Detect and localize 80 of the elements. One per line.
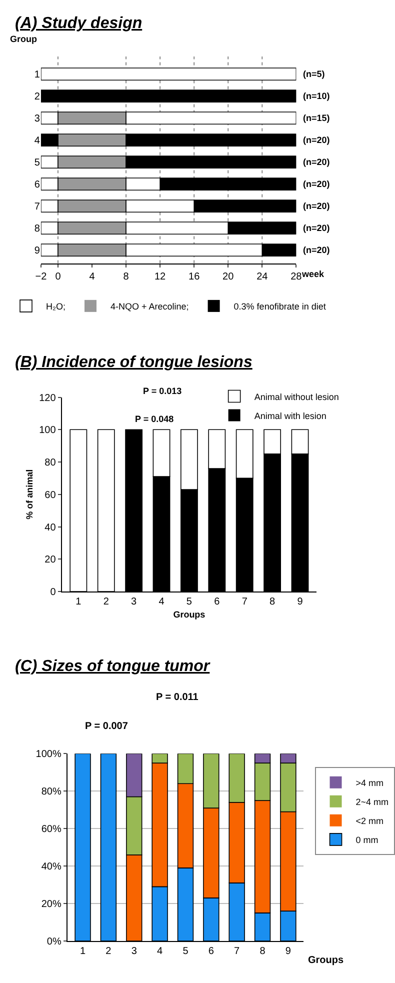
y-tick-label: 0% (46, 936, 62, 948)
y-tick-label: 20 (44, 554, 56, 566)
x-tick-label: 6 (208, 946, 214, 958)
y-tick-label: 2 (34, 92, 40, 103)
y-tick-label: 40 (44, 522, 56, 534)
legend-label: 4-NQO + Arecoline; (110, 301, 189, 312)
legend-label: >4 mm (356, 778, 384, 788)
x-tick-label: −2 (35, 271, 48, 282)
chart-title: (B) Incidence of tongue lesions (15, 354, 252, 371)
x-tick-label: 4 (157, 946, 164, 958)
text: (n=20) (303, 201, 330, 211)
x-tick-label: 7 (234, 946, 240, 958)
text: (n=15) (303, 113, 330, 123)
x-tick-label: 2 (103, 596, 110, 608)
text: P = 0.011 (156, 692, 199, 703)
x-axis-title: Groups (173, 609, 206, 620)
legend-label: 0.3% fenofibrate in diet (234, 301, 326, 312)
text: (n=20) (303, 223, 330, 233)
text: P = 0.013 (143, 386, 182, 396)
legend-label: 2~4 mm (356, 796, 389, 807)
x-axis-title: week (301, 269, 326, 279)
annotation: P = 0.048 (135, 414, 174, 424)
x-tick-label: 5 (186, 596, 192, 608)
text: (n=20) (303, 245, 330, 255)
y-axis-title: Group (10, 34, 38, 44)
x-tick-label: 28 (290, 271, 302, 282)
legend-label: Animal without lesion (254, 392, 339, 402)
y-tick-label: 120 (39, 392, 56, 404)
x-tick-label: 16 (188, 271, 200, 282)
y-tick-label: 4 (34, 136, 40, 147)
y-tick-label: 5 (34, 158, 40, 169)
x-tick-label: 20 (222, 271, 234, 282)
x-tick-label: 7 (242, 596, 248, 608)
legend-label: H₂O; (46, 301, 66, 312)
y-tick-label: 60 (44, 490, 56, 501)
y-tick-label: 0 (50, 586, 56, 598)
y-tick-label: 80 (44, 458, 56, 469)
y-tick-label: 100 (39, 425, 56, 436)
x-tick-label: 1 (80, 946, 86, 958)
text: (n=10) (303, 91, 330, 101)
text: (n=5) (303, 69, 325, 79)
chart-title: (C) Sizes of tongue tumor (15, 658, 210, 675)
legend-label: <2 mm (356, 816, 384, 826)
text: (n=20) (303, 157, 330, 167)
x-tick-label: 8 (123, 271, 130, 282)
y-tick-label: 20% (41, 899, 62, 910)
x-tick-label: 8 (270, 596, 276, 608)
y-tick-label: 80% (41, 786, 62, 798)
y-tick-label: 3 (34, 114, 40, 125)
text: (n=20) (303, 135, 330, 145)
y-tick-label: 1 (34, 70, 40, 81)
y-tick-label: 100% (36, 749, 62, 760)
text: (n=20) (303, 179, 330, 189)
y-tick-label: 8 (34, 224, 40, 235)
chart-title: (A) Study design (15, 15, 142, 32)
x-tick-label: 12 (154, 271, 166, 282)
x-tick-label: 8 (260, 946, 266, 958)
y-axis-title: % of animal (24, 469, 34, 520)
x-axis-title: Groups (308, 955, 344, 966)
x-tick-label: 4 (89, 271, 96, 282)
x-tick-label: 9 (297, 596, 304, 608)
bar (40, 90, 296, 103)
bar (40, 68, 296, 81)
x-tick-label: 5 (182, 946, 189, 958)
x-tick-label: 3 (131, 946, 138, 958)
y-tick-label: 40% (41, 862, 62, 873)
y-tick-label: 6 (34, 180, 40, 191)
x-tick-label: 4 (158, 596, 165, 608)
y-tick-label: 9 (34, 246, 40, 257)
x-tick-label: 24 (256, 271, 268, 282)
y-tick-label: 7 (34, 202, 40, 213)
y-tick-label: 60% (41, 824, 62, 836)
legend-label: 0 mm (356, 834, 378, 845)
x-tick-label: 9 (285, 946, 292, 958)
x-tick-label: 2 (106, 946, 112, 958)
x-tick-label: 6 (214, 596, 220, 608)
text: P = 0.007 (85, 721, 128, 732)
legend-label: Animal with lesion (254, 410, 326, 421)
x-tick-label: 1 (76, 596, 82, 608)
x-tick-label: 3 (131, 596, 138, 608)
